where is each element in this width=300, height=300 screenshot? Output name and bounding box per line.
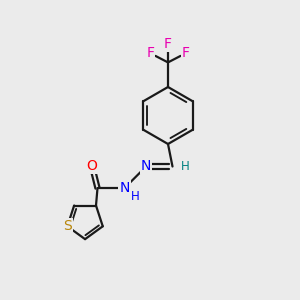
Text: N: N xyxy=(141,160,151,173)
Text: H: H xyxy=(181,160,190,173)
Text: F: F xyxy=(182,46,189,60)
Text: H: H xyxy=(130,190,140,203)
Text: N: N xyxy=(119,181,130,195)
Text: F: F xyxy=(147,46,154,60)
Text: O: O xyxy=(87,160,98,173)
Text: F: F xyxy=(164,37,172,51)
Text: S: S xyxy=(63,219,72,233)
